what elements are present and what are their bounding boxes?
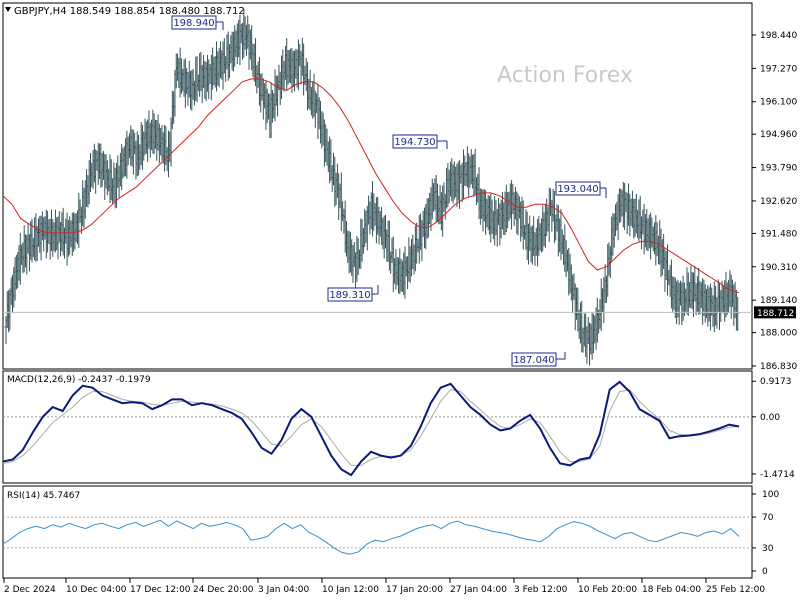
price-axis-label: 198.440 [760,31,797,41]
price-axis-label: 189.140 [760,296,797,306]
time-axis-label: 18 Feb 04:00 [642,585,701,595]
macd-line [2,380,740,477]
price-annotation-label: 198.940 [173,18,214,29]
price-axis-label: 193.790 [760,164,797,174]
time-axis-label: 25 Feb 12:00 [706,585,765,595]
time-axis-label: 10 Dec 04:00 [66,585,127,595]
price-axis-label: 192.620 [760,197,797,207]
price-annotation-label: 193.040 [557,184,598,195]
macd-axis-label: 0.00 [760,413,780,423]
rsi-axis-label: 100 [762,490,779,500]
time-axis-label: 17 Jan 20:00 [386,585,443,595]
time-axis-label: 27 Jan 04:00 [450,585,507,595]
time-axis-label: 2 Dec 2024 [4,585,56,595]
time-axis-label: 3 Jan 04:00 [258,585,310,595]
time-axis-label: 24 Dec 20:00 [193,585,254,595]
chart-header: GBPJPY,H4 188.549 188.854 188.480 188.71… [14,6,245,17]
price-axis-label: 191.480 [760,229,797,239]
price-axis-label: 188.000 [760,329,797,339]
price-axis-label: 190.310 [760,263,797,273]
macd-pane-frame [2,370,753,484]
last-price-label: 188.712 [757,309,794,319]
time-axis-label: 10 Feb 20:00 [578,585,637,595]
watermark: Action Forex [497,63,633,88]
time-axis-label: 3 Feb 12:00 [514,585,568,595]
time-axis-label: 17 Dec 12:00 [130,585,191,595]
price-axis-label: 197.270 [760,64,797,74]
last-price-badge [754,306,796,319]
ohlc-bars [4,8,740,366]
rsi-title: RSI(14) 45.7467 [7,491,80,501]
macd-title: MACD(12,26,9) -0.2437 -0.1979 [7,375,151,385]
price-axis-label: 194.960 [760,130,797,140]
time-axis-label: 10 Jan 12:00 [322,585,379,595]
rsi-pane-frame [2,485,753,579]
macd-axis-label: 0.9173 [760,377,792,387]
rsi-line [2,519,740,555]
macd-axis-label: -1.4714 [760,470,795,480]
rsi-axis-label: 30 [762,544,774,554]
moving-average-line [2,78,740,294]
main-pane-frame [2,2,753,370]
rsi-axis-label: 70 [762,513,774,523]
price-annotation-label: 187.040 [513,355,554,366]
price-annotation-label: 189.310 [329,290,370,301]
price-axis-label: 186.830 [760,362,797,372]
macd-signal-line [2,389,740,466]
price-axis-label: 196.100 [760,98,797,108]
price-annotation-label: 194.730 [394,137,435,148]
rsi-axis-label: 0 [762,567,768,577]
dropdown-arrow-icon [5,7,11,12]
